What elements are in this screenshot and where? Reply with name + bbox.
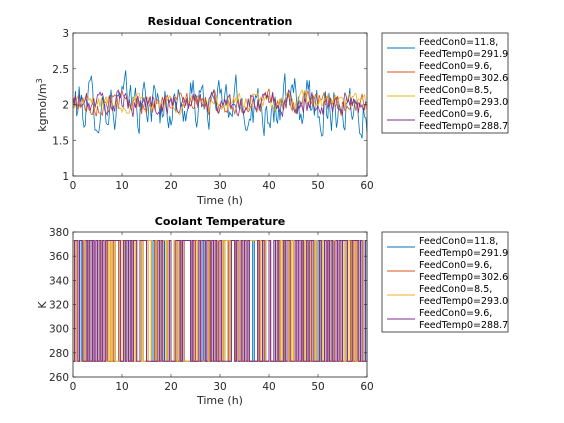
- x-axis-label: Time (h): [196, 394, 243, 407]
- y-tick-label: 260: [49, 372, 69, 384]
- legend-label-line2: FeedTemp0=288.7: [419, 320, 508, 331]
- legend-label-line1: FeedCon0=9.6,: [419, 109, 492, 120]
- x-tick-label: 30: [213, 180, 226, 192]
- x-tick-label: 0: [70, 180, 77, 192]
- x-tick-label: 20: [164, 180, 177, 192]
- legend-label-line1: FeedCon0=11.8,: [419, 37, 498, 48]
- legend-label-line2: FeedTemp0=291.9: [419, 248, 508, 259]
- x-tick-label: 50: [311, 180, 324, 192]
- series-line-1: [72, 70, 368, 139]
- legend: FeedCon0=11.8,FeedTemp0=291.9FeedCon0=9.…: [381, 32, 509, 134]
- y-axis-label-superscript: 3: [35, 78, 44, 83]
- x-tick-label: 30: [213, 381, 226, 393]
- legend-label-line2: FeedTemp0=302.6: [419, 73, 508, 84]
- y-tick-label: 360: [49, 251, 69, 263]
- legend-label-line1: FeedCon0=9.6,: [419, 260, 492, 271]
- y-tick-label: 3: [62, 28, 69, 40]
- chart-title: Residual Concentration: [148, 15, 293, 28]
- axis-ticks: 0 10 20 30 40 50 60 1 1.5 2 2.5 3: [52, 28, 373, 192]
- legend-box: [381, 32, 509, 134]
- legend-label-line2: FeedTemp0=293.0: [419, 97, 508, 108]
- x-axis-label: Time (h): [196, 194, 243, 207]
- y-axis-label: kgmol/m3: [35, 78, 49, 131]
- y-tick-label: 2: [62, 100, 69, 112]
- x-tick-label: 50: [311, 381, 324, 393]
- x-tick-label: 20: [164, 381, 177, 393]
- x-tick-label: 60: [360, 381, 373, 393]
- legend-label-line2: FeedTemp0=291.9: [419, 49, 508, 60]
- x-tick-label: 60: [360, 180, 373, 192]
- axis-ticks: 0 10 20 30 40 50 60 260 280 300 320 340 360 380: [49, 227, 374, 393]
- series-line-4: [73, 240, 367, 362]
- plot-area: [72, 70, 368, 139]
- y-axis-label-unit: kgmol/m: [36, 83, 49, 131]
- y-axis-label: K: [36, 301, 49, 309]
- y-tick-label: 380: [49, 227, 69, 239]
- legend-label-line1: FeedCon0=9.6,: [419, 61, 492, 72]
- plot-area: [72, 240, 368, 362]
- legend-label-line2: FeedTemp0=302.6: [419, 272, 508, 283]
- x-tick-label: 0: [70, 381, 77, 393]
- y-tick-label: 300: [49, 324, 69, 336]
- residual-concentration-subplot: Residual Concentration 0 10 20 30 40 50 60 1 1.5…: [35, 15, 509, 207]
- legend-label-line1: FeedCon0=9.6,: [419, 308, 492, 319]
- x-tick-label: 40: [262, 381, 275, 393]
- coolant-temperature-subplot: Coolant Temperature 0 10 20 30 40 50 60 260 280 3…: [36, 215, 509, 407]
- legend-label-line2: FeedTemp0=288.7: [419, 121, 508, 132]
- legend-label-line1: FeedCon0=8.5,: [419, 85, 492, 96]
- y-tick-label: 1.5: [52, 135, 69, 147]
- legend-label-line1: FeedCon0=8.5,: [419, 284, 492, 295]
- y-tick-label: 340: [49, 275, 69, 287]
- x-tick-label: 10: [115, 381, 128, 393]
- y-tick-label: 280: [49, 348, 69, 360]
- legend: FeedCon0=11.8,FeedTemp0=291.9FeedCon0=9.…: [381, 231, 509, 333]
- chart-title: Coolant Temperature: [155, 215, 285, 228]
- legend-label-line1: FeedCon0=11.8,: [419, 236, 498, 247]
- legend-label-line2: FeedTemp0=293.0: [419, 296, 508, 307]
- y-tick-label: 320: [49, 300, 69, 312]
- legend-box: [381, 231, 509, 333]
- x-tick-label: 40: [262, 180, 275, 192]
- y-tick-label: 2.5: [52, 64, 69, 76]
- x-tick-label: 10: [115, 180, 128, 192]
- y-tick-label: 1: [62, 171, 69, 183]
- series-line-4: [72, 89, 368, 118]
